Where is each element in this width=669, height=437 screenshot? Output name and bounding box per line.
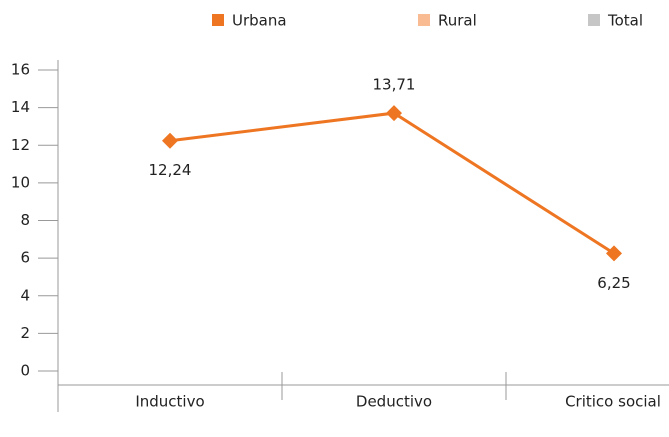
legend-swatch xyxy=(418,14,430,26)
y-tick-label: 12 xyxy=(11,136,30,154)
legend-label: Total xyxy=(607,12,643,30)
legend-label: Urbana xyxy=(232,12,287,30)
y-tick-label: 2 xyxy=(20,324,30,342)
legend-label: Rural xyxy=(438,12,477,30)
x-tick-label: Critico social xyxy=(565,393,661,411)
data-label: 6,25 xyxy=(597,274,630,292)
marker xyxy=(162,132,178,149)
marker xyxy=(606,245,622,262)
x-tick-label: Inductivo xyxy=(135,393,204,411)
y-tick-label: 4 xyxy=(20,286,30,304)
legend-swatch xyxy=(588,14,600,26)
marker xyxy=(386,105,402,122)
y-tick-label: 16 xyxy=(11,61,30,79)
y-tick-label: 14 xyxy=(11,98,30,116)
y-tick-label: 8 xyxy=(20,211,30,229)
y-tick-label: 6 xyxy=(20,249,30,267)
legend-swatch xyxy=(212,14,224,26)
data-label: 13,71 xyxy=(373,76,416,94)
y-tick-label: 0 xyxy=(20,362,30,380)
line xyxy=(169,111,615,255)
x-tick-label: Deductivo xyxy=(356,393,432,411)
data-label: 12,24 xyxy=(149,161,192,179)
y-tick-label: 10 xyxy=(11,173,30,191)
